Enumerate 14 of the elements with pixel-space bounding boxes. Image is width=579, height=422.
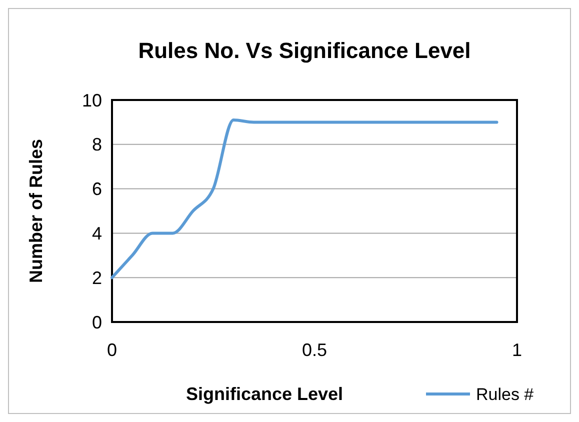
y-tick-label: 10 xyxy=(82,90,102,110)
y-tick-label: 0 xyxy=(92,312,102,332)
line-series xyxy=(110,118,498,280)
legend-label: Rules # xyxy=(476,384,534,404)
y-tick-label: 2 xyxy=(92,268,102,288)
y-tick-label: 8 xyxy=(92,134,102,155)
y-tick-label: 4 xyxy=(92,224,102,244)
chart-title: Rules No. Vs Significance Level xyxy=(138,38,471,63)
x-tick-label: 0 xyxy=(106,340,118,360)
y-axis-title: Number of Rules xyxy=(26,138,46,284)
x-axis-title: Significance Level xyxy=(186,384,344,404)
x-tick-label: 0.5 xyxy=(302,340,328,360)
y-tick-label: 6 xyxy=(92,179,102,200)
x-tick-label: 1 xyxy=(512,340,522,360)
